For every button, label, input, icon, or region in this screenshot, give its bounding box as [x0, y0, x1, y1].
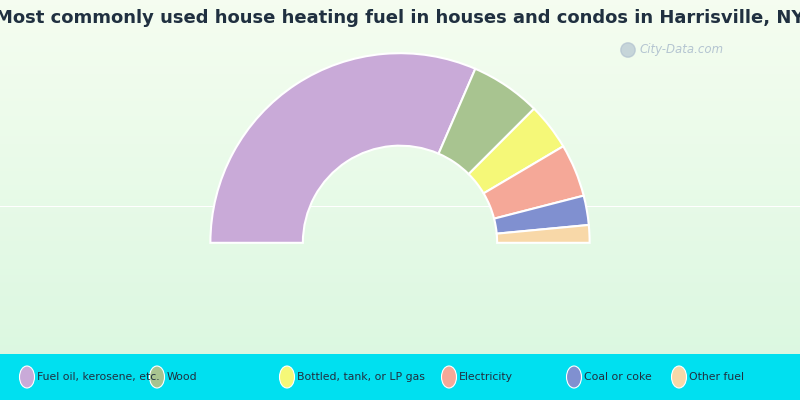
Text: Fuel oil, kerosene, etc.: Fuel oil, kerosene, etc.: [37, 372, 160, 382]
Text: Other fuel: Other fuel: [689, 372, 744, 382]
Text: Bottled, tank, or LP gas: Bottled, tank, or LP gas: [297, 372, 425, 382]
Ellipse shape: [566, 366, 582, 388]
Ellipse shape: [442, 366, 457, 388]
Text: Most commonly used house heating fuel in houses and condos in Harrisville, NY: Most commonly used house heating fuel in…: [0, 9, 800, 27]
Wedge shape: [497, 225, 590, 243]
Ellipse shape: [671, 366, 686, 388]
Circle shape: [621, 43, 635, 57]
Text: Wood: Wood: [167, 372, 198, 382]
Wedge shape: [438, 69, 534, 174]
Text: Electricity: Electricity: [459, 372, 513, 382]
Text: City-Data.com: City-Data.com: [640, 44, 724, 56]
Wedge shape: [469, 109, 563, 193]
Ellipse shape: [19, 366, 34, 388]
Ellipse shape: [279, 366, 294, 388]
Wedge shape: [483, 146, 584, 219]
Text: Coal or coke: Coal or coke: [584, 372, 652, 382]
Ellipse shape: [150, 366, 165, 388]
Wedge shape: [210, 53, 475, 243]
Wedge shape: [494, 196, 589, 234]
